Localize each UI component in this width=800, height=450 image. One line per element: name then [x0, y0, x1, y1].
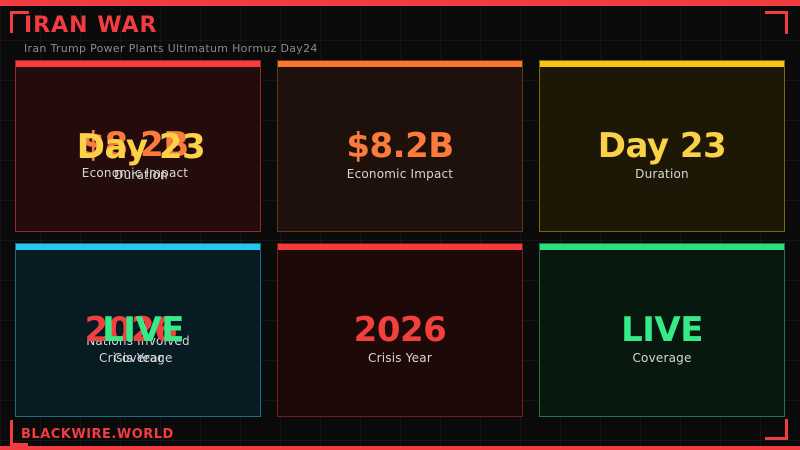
stat-value: 2026 — [84, 309, 178, 350]
top-accent-bar — [0, 0, 800, 6]
stat-label: Economic Impact — [81, 166, 189, 181]
card-economic-impact: $8.2B Economic Impact — [277, 60, 523, 232]
card-accent-bar — [16, 244, 260, 250]
page-subtitle: Iran Trump Power Plants Ultimatum Hormuz… — [24, 42, 318, 56]
corner-bracket-top-right-icon — [765, 11, 788, 34]
stat-value: Day 23 — [597, 125, 727, 166]
stat-label: Coverage — [632, 351, 692, 366]
stat-layer: Day 23 Duration — [19, 68, 263, 232]
stat-label: Crisis Year — [368, 351, 432, 366]
stats-grid: $8.2B Economic Impact Day 23 Duration $8… — [15, 60, 785, 417]
card-duration: Day 23 Duration — [539, 60, 785, 232]
card-accent-bar — [16, 61, 260, 67]
corner-bracket-bottom-left-icon — [10, 420, 28, 446]
stat-value: 2026 — [353, 309, 447, 350]
card-body: LIVE Coverage — [540, 250, 784, 416]
stat-label: Coverage — [113, 351, 173, 366]
footer-brand: BLACKWIRE.WORLD — [21, 427, 174, 442]
card-body: 2026 Crisis Year — [278, 250, 522, 416]
stat-layer: LIVE Coverage — [21, 250, 265, 416]
card-accent-bar — [278, 244, 522, 250]
stat-layer: LIVE Coverage — [540, 250, 784, 416]
card-coverage: LIVE Coverage — [539, 243, 785, 417]
card-body: Day 23 Duration — [540, 67, 784, 231]
card-body: $8.2B Economic Impact Day 23 Duration — [16, 67, 260, 231]
stat-value: $8.2B — [346, 125, 454, 166]
stat-layer: 2026 Crisis Year — [278, 250, 522, 416]
page-header: IRAN WAR Iran Trump Power Plants Ultimat… — [24, 13, 318, 55]
stat-label: Economic Impact — [346, 167, 454, 182]
stat-layer: Day 23 Duration — [540, 67, 784, 231]
card-accent-bar — [278, 61, 522, 67]
card-body: Nations Involved 2026 Crisis Year LIVE C… — [16, 250, 260, 416]
stat-layer: $8.2B Economic Impact — [278, 67, 522, 231]
stat-value: Day 23 — [76, 126, 206, 167]
stat-value: LIVE — [102, 309, 184, 350]
corner-bracket-top-left-icon — [10, 11, 29, 33]
stat-value: $8.2B — [81, 124, 189, 165]
card-accent-bar — [540, 61, 784, 67]
stat-label: Duration — [635, 167, 689, 182]
stat-layer: 2026 Crisis Year — [9, 250, 253, 416]
stat-layer: $8.2B Economic Impact — [13, 66, 257, 230]
card-accent-bar — [540, 244, 784, 250]
bottom-accent-bar — [0, 446, 800, 450]
stat-value: LIVE — [621, 309, 703, 350]
card-body: $8.2B Economic Impact — [278, 67, 522, 231]
stat-label: Nations Involved — [86, 333, 190, 348]
corner-bracket-bottom-right-icon — [765, 419, 788, 440]
stat-label: Crisis Year — [99, 351, 163, 366]
card-crisis-year: 2026 Crisis Year — [277, 243, 523, 417]
card-overlap-nations-crisis-coverage: Nations Involved 2026 Crisis Year LIVE C… — [15, 243, 261, 417]
card-overlap-economic-duration: $8.2B Economic Impact Day 23 Duration — [15, 60, 261, 232]
stat-layer: Nations Involved — [16, 250, 260, 416]
page-title: IRAN WAR — [24, 13, 158, 38]
stat-label: Duration — [114, 168, 168, 183]
